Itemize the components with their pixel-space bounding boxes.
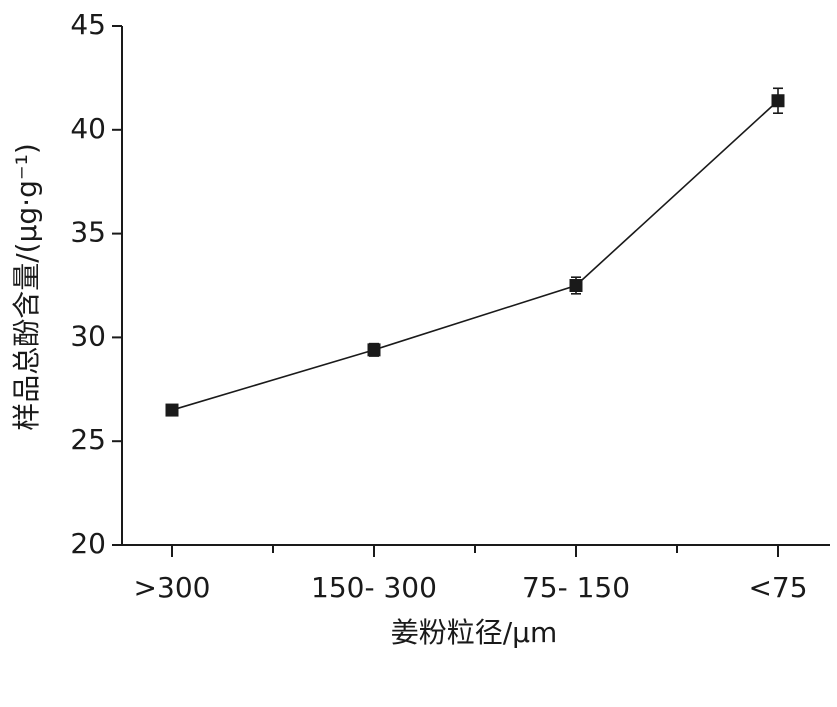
marker (569, 279, 583, 292)
y-tick-label: 35 (70, 216, 106, 249)
marker (165, 403, 179, 417)
x-tick-label: 150- 300 (311, 571, 437, 604)
x-axis-label: 姜粉粒径/μm (391, 616, 558, 649)
x-tick-label: <75 (748, 571, 807, 604)
y-tick-label: 20 (70, 527, 106, 560)
y-tick-label: 40 (70, 112, 106, 145)
x-tick-label: >300 (134, 571, 211, 604)
y-tick-label: 45 (70, 8, 106, 41)
data-line (171, 100, 779, 411)
y-axis-label: 样品总酚含量/(μg·g⁻¹) (10, 143, 43, 431)
x-tick-label: 75- 150 (522, 571, 630, 604)
marker (367, 343, 381, 357)
y-tick-label: 30 (70, 319, 106, 352)
y-tick-label: 25 (70, 423, 106, 456)
marker (771, 94, 785, 108)
